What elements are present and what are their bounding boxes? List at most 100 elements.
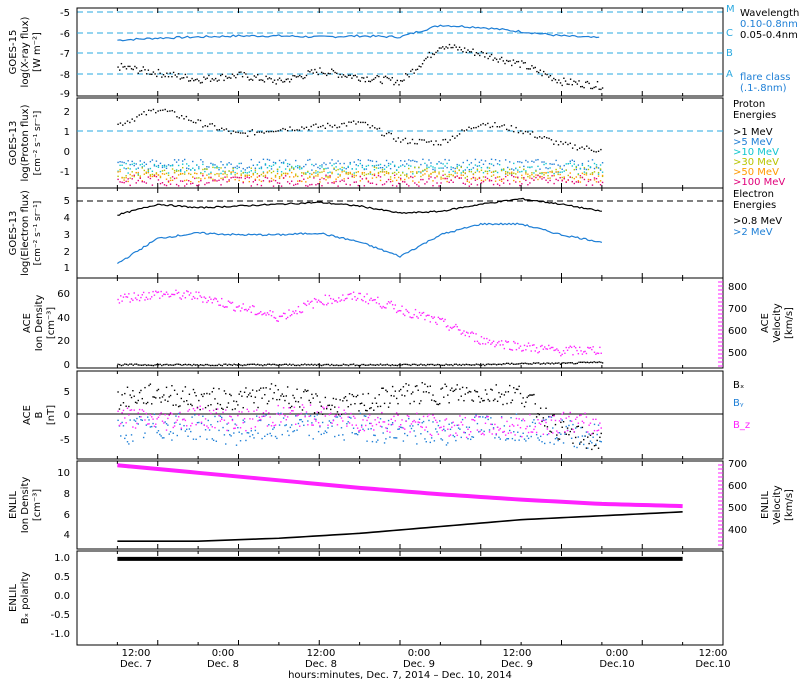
series-point-bx — [321, 413, 324, 415]
series-point-bx — [386, 390, 388, 393]
series-point-velocity — [268, 313, 270, 316]
series-point-30mev — [509, 168, 511, 171]
series-point-velocity — [377, 296, 379, 299]
series-point-10mev — [250, 170, 253, 172]
series-point-50mev — [579, 181, 582, 183]
series-point-10mev — [315, 172, 317, 174]
series-point-by — [226, 423, 228, 425]
series-point-00504nm — [480, 50, 483, 53]
series-point-velocity — [456, 325, 458, 328]
series-point-bz — [165, 429, 168, 431]
series-point-by — [194, 414, 196, 416]
series-point-velocity — [585, 352, 588, 355]
series-point-00504nm — [595, 86, 597, 88]
series-point-bx — [459, 388, 461, 390]
series-point-bz — [592, 418, 594, 421]
series-point-velocity — [169, 295, 172, 298]
series-point-iondensity — [511, 362, 513, 365]
series-point-5mev — [434, 169, 436, 171]
series-point-by — [589, 440, 592, 442]
series-point-velocity — [530, 350, 532, 352]
series-point-00504nm — [406, 74, 409, 76]
series-point-00504nm — [299, 74, 301, 77]
series-point-iondensity — [282, 363, 284, 366]
series-point-iondensity — [539, 363, 542, 365]
series-point-by — [479, 416, 481, 418]
series-point-by — [494, 437, 496, 439]
series-point-1mev — [421, 139, 423, 141]
series-point-iondensity — [534, 362, 536, 365]
series-point-10mev — [470, 168, 473, 171]
series-point-bz — [468, 433, 471, 436]
series-point-bx — [124, 392, 126, 395]
series-point-30mev — [349, 172, 351, 175]
series-point-iondensity — [329, 364, 331, 367]
series-point-bx — [546, 426, 549, 428]
series-point-100mev — [504, 175, 507, 178]
series-point-5mev — [331, 159, 333, 161]
series-point-iondensity — [331, 363, 333, 366]
electron-ytick-2: 2 — [64, 247, 70, 258]
series-point-30mev — [502, 168, 505, 170]
series-point-velocity — [272, 311, 274, 313]
series-point-bx — [502, 403, 504, 406]
series-point-1mev — [376, 128, 378, 130]
series-point-5mev — [181, 160, 184, 162]
series-point-velocity — [172, 293, 174, 296]
date-tick-0: Dec. 7 — [120, 659, 152, 670]
series-point-10mev — [537, 165, 539, 168]
series-point-bz — [558, 420, 561, 422]
series-point-bx — [343, 397, 345, 399]
series-point-bz — [498, 429, 500, 431]
series-point-velocity — [264, 312, 266, 314]
series-point-50mev — [541, 175, 543, 178]
series-point-bz — [212, 409, 215, 412]
series-point-by — [523, 438, 526, 440]
series-point-bx — [199, 408, 201, 411]
series-point-velocity — [153, 294, 156, 296]
series-point-10mev — [541, 172, 543, 175]
series-point-bz — [195, 423, 197, 426]
series-point-30mev — [482, 176, 485, 178]
series-point-10mev — [270, 165, 273, 168]
series-point-30mev — [282, 172, 285, 175]
series-point-bx — [432, 394, 434, 396]
series-point-50mev — [422, 174, 424, 176]
series-point-50mev — [585, 174, 588, 176]
series-point-10mev — [529, 166, 531, 169]
series-point-velocity — [161, 295, 164, 297]
series-point-bx — [413, 400, 415, 403]
series-point-1mev — [362, 121, 364, 124]
series-point-100mev — [395, 185, 398, 187]
series-point-by — [340, 427, 343, 429]
series-point-100mev — [573, 182, 576, 185]
series-point-by — [288, 434, 290, 437]
series-point-iondensity — [583, 361, 585, 363]
series-point-1mev — [265, 130, 268, 133]
series-point-by — [313, 415, 316, 418]
series-point-30mev — [466, 175, 469, 178]
series-point-5mev — [466, 159, 469, 162]
series-point-5mev — [428, 159, 430, 161]
series-point-iondensity — [132, 364, 134, 366]
series-point-100mev — [496, 183, 499, 185]
series-point-30mev — [234, 174, 236, 176]
series-point-by — [354, 433, 356, 435]
proton-legend-100mev: >100 MeV — [733, 177, 785, 188]
series-point-30mev — [389, 176, 392, 178]
series-point-00504nm — [532, 67, 535, 69]
series-point-50mev — [254, 178, 257, 181]
series-point-velocity — [285, 317, 288, 320]
series-point-velocity — [378, 303, 380, 305]
series-point-bz — [522, 418, 524, 420]
series-point-velocity — [455, 323, 457, 326]
series-point-50mev — [216, 172, 218, 175]
series-point-10mev — [317, 171, 319, 173]
time-tick-1: 0:00 — [212, 648, 234, 659]
series-point-50mev — [301, 180, 303, 183]
series-point-velocity — [557, 349, 559, 352]
series-point-by — [498, 436, 500, 439]
series-point-by — [371, 440, 374, 443]
series-point-50mev — [256, 176, 259, 178]
series-point-bz — [339, 413, 341, 415]
